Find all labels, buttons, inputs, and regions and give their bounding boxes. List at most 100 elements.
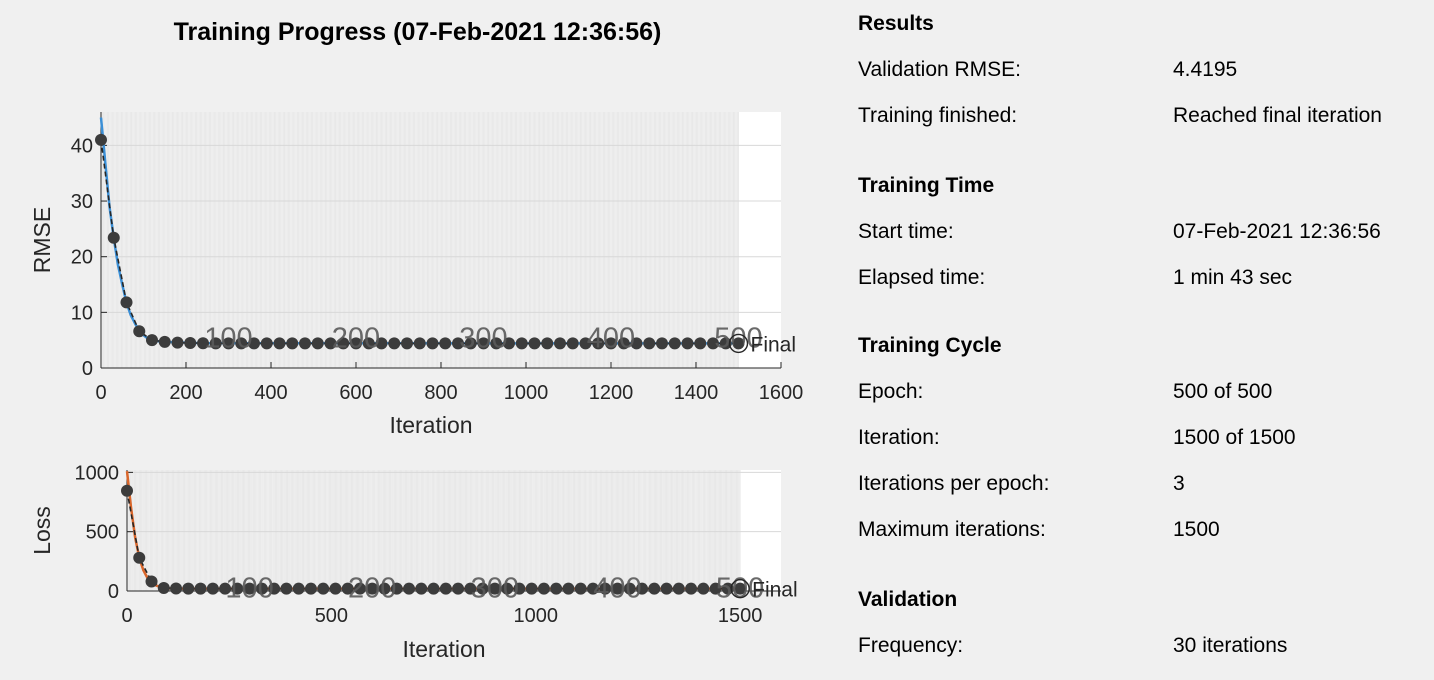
loss-validation-point: [574, 582, 587, 595]
rmse-validation-point: [401, 337, 413, 350]
loss-validation-point: [439, 582, 452, 595]
rmse-final-point: [733, 338, 744, 349]
rmse-y-tick-label: 0: [82, 358, 93, 380]
loss-validation-point: [599, 582, 612, 595]
loss-epoch-label: 300: [471, 573, 519, 605]
rmse-validation-point: [388, 337, 401, 350]
training-finished-value: Reached final iteration: [1173, 104, 1382, 127]
loss-validation-point: [550, 582, 563, 595]
rmse-validation-point: [260, 337, 273, 350]
loss-final-point: [735, 583, 746, 594]
loss-epoch-label: 200: [348, 573, 396, 605]
loss-validation-point: [121, 484, 133, 497]
start-time-row: Start time: 07-Feb-2021 12:36:56: [858, 220, 1428, 250]
loss-validation-point: [206, 582, 219, 595]
loss-validation-point: [611, 582, 624, 595]
loss-validation-point: [636, 582, 649, 595]
rmse-validation-point: [197, 337, 209, 350]
rmse-validation-point: [120, 296, 133, 309]
rmse-validation-point: [209, 337, 222, 350]
loss-validation-point: [353, 582, 366, 595]
loss-y-axis-label: Loss: [29, 506, 55, 555]
rmse-validation-point: [235, 337, 248, 350]
rmse-x-tick-label: 1200: [589, 382, 634, 404]
loss-validation-point: [133, 551, 146, 564]
rmse-validation-point: [681, 337, 694, 350]
rmse-validation-point: [719, 337, 732, 350]
loss-validation-point: [537, 582, 550, 595]
rmse-y-tick-label: 30: [71, 191, 93, 213]
loss-validation-point: [280, 582, 293, 595]
start-time-label: Start time:: [858, 220, 954, 243]
loss-validation-point: [464, 582, 477, 595]
frequency-value: 30 iterations: [1173, 634, 1288, 657]
rmse-validation-point: [107, 231, 120, 244]
validation-section-title: Validation: [858, 588, 958, 611]
loss-validation-point: [513, 582, 526, 595]
rmse-validation-point: [694, 337, 707, 350]
rmse-validation-point: [617, 337, 630, 350]
loss-validation-point: [685, 582, 698, 595]
loss-validation-point: [501, 582, 514, 595]
loss-validation-point: [390, 582, 403, 595]
training-finished-label: Training finished:: [858, 104, 1018, 127]
rmse-validation-point: [362, 337, 375, 350]
rmse-validation-point: [171, 336, 184, 349]
rmse-validation-point: [490, 337, 503, 350]
loss-validation-point: [721, 582, 734, 595]
rmse-validation-point: [579, 337, 592, 350]
elapsed-time-label: Elapsed time:: [858, 266, 986, 289]
rmse-validation-point: [643, 337, 656, 350]
training-cycle-section-title: Training Cycle: [858, 334, 1002, 357]
rmse-validation-point: [707, 337, 719, 350]
loss-validation-point: [562, 582, 575, 595]
iterations-per-epoch-row: Iterations per epoch: 3: [858, 472, 1428, 502]
loss-validation-point: [623, 582, 636, 595]
loss-validation-point: [452, 582, 465, 595]
rmse-validation-point: [184, 336, 197, 349]
loss-validation-point: [586, 582, 599, 595]
loss-y-tick-label: 0: [108, 581, 119, 603]
rmse-x-tick-label: 600: [339, 382, 372, 404]
loss-validation-point: [231, 582, 244, 595]
loss-validation-point: [255, 582, 268, 595]
rmse-epoch-shading: [101, 112, 739, 368]
epoch-label: Epoch:: [858, 380, 924, 403]
loss-validation-point: [219, 582, 232, 595]
rmse-validation-point: [222, 337, 235, 350]
loss-epoch-shading: [127, 470, 741, 591]
loss-validation-point: [145, 575, 158, 588]
rmse-validation-point: [375, 337, 388, 350]
loss-epoch-label: 100: [225, 573, 273, 605]
iterations-per-epoch-value: 3: [1173, 472, 1185, 495]
results-section-title: Results: [858, 12, 934, 35]
rmse-y-tick-label: 20: [71, 247, 93, 269]
loss-validation-point: [329, 582, 342, 595]
loss-x-tick-label: 1500: [718, 605, 763, 627]
frequency-row: Frequency: 30 iterations: [858, 634, 1428, 664]
rmse-final-marker: [728, 333, 749, 354]
loss-validation-point: [268, 582, 281, 595]
epoch-row: Epoch: 500 of 500: [858, 380, 1428, 410]
loss-validation-point: [709, 582, 722, 595]
rmse-validation-point: [503, 337, 515, 350]
elapsed-time-value: 1 min 43 sec: [1173, 266, 1293, 289]
loss-y-tick-label: 1000: [75, 462, 120, 484]
rmse-x-tick-label: 200: [169, 382, 202, 404]
rmse-validation-point: [311, 337, 324, 350]
rmse-validation-point: [528, 337, 541, 350]
rmse-x-tick-label: 1000: [504, 382, 549, 404]
rmse-epoch-label: 100: [204, 322, 252, 354]
validation-rmse-row: Validation RMSE: 4.4195: [858, 58, 1428, 88]
rmse-x-tick-label: 400: [254, 382, 287, 404]
rmse-epoch-label: 200: [332, 322, 380, 354]
rmse-validation-point: [413, 337, 426, 350]
loss-epoch-label: 400: [593, 573, 641, 605]
rmse-x-tick-label: 800: [424, 382, 457, 404]
loss-validation-point: [194, 582, 207, 595]
rmse-y-axis-label: RMSE: [29, 207, 55, 273]
loss-chart: 0 500 1000 0 500 1000 1500 Loss Iteration 100 200 3…: [29, 462, 798, 662]
rmse-epoch-label: 400: [587, 322, 635, 354]
loss-validation-point: [488, 582, 501, 595]
